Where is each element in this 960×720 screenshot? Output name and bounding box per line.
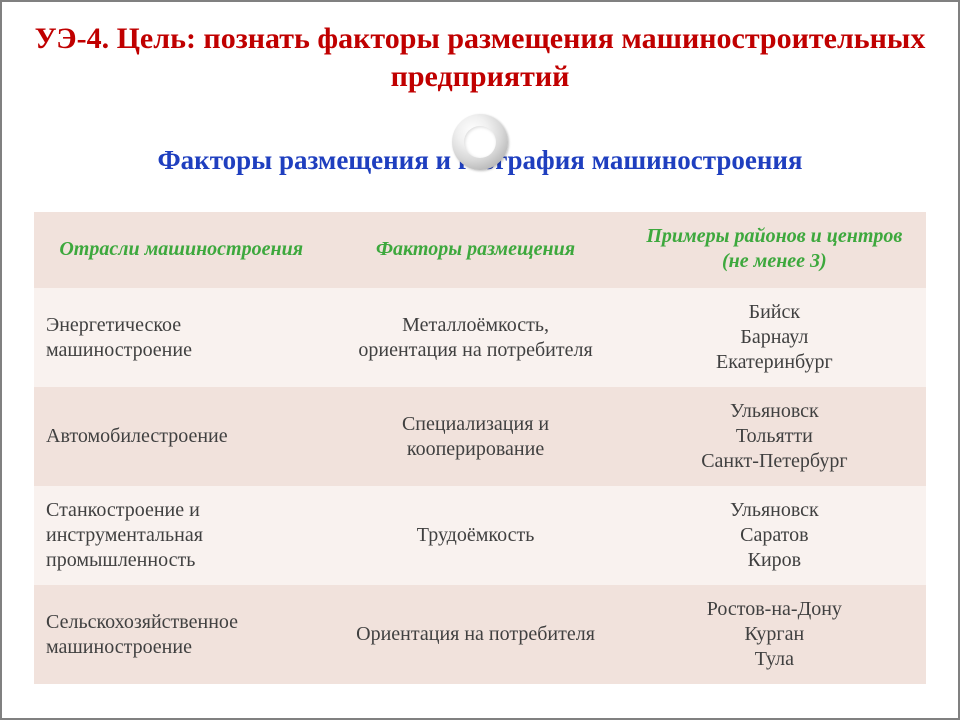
cell-centers: УльяновскТольяттиСанкт-Петербург <box>623 387 926 486</box>
table-row: Станкостроение и инструментальная промыш… <box>34 486 926 585</box>
table-row: Энергетическое машиностроение Металлоёмк… <box>34 288 926 387</box>
table-row: Автомобилестроение Специализация и коопе… <box>34 387 926 486</box>
cell-branch: Станкостроение и инструментальная промыш… <box>34 486 328 585</box>
decorative-ring-icon <box>452 114 508 170</box>
table-header-row: Отрасли машиностроения Факторы размещени… <box>34 212 926 288</box>
col-header-centers: Примеры районов и центров (не менее 3) <box>623 212 926 288</box>
slide-title: УЭ-4. Цель: познать факторы размещения м… <box>34 20 926 95</box>
cell-factors: Металлоёмкость,ориентация на потребителя <box>328 288 622 387</box>
cell-factors: Трудоёмкость <box>328 486 622 585</box>
cell-branch: Сельскохозяйственное машиностроение <box>34 585 328 684</box>
factors-table: Отрасли машиностроения Факторы размещени… <box>34 212 926 684</box>
cell-branch: Энергетическое машиностроение <box>34 288 328 387</box>
col-header-factors: Факторы размещения <box>328 212 622 288</box>
slide-page: УЭ-4. Цель: познать факторы размещения м… <box>0 0 960 720</box>
cell-factors: Ориентация на потребителя <box>328 585 622 684</box>
col-header-branch: Отрасли машиностроения <box>34 212 328 288</box>
table-row: Сельскохозяйственное машиностроение Орие… <box>34 585 926 684</box>
cell-factors: Специализация и кооперирование <box>328 387 622 486</box>
cell-centers: Ростов-на-ДонуКурганТула <box>623 585 926 684</box>
cell-centers: УльяновскСаратовКиров <box>623 486 926 585</box>
cell-centers: БийскБарнаулЕкатеринбург <box>623 288 926 387</box>
cell-branch: Автомобилестроение <box>34 387 328 486</box>
